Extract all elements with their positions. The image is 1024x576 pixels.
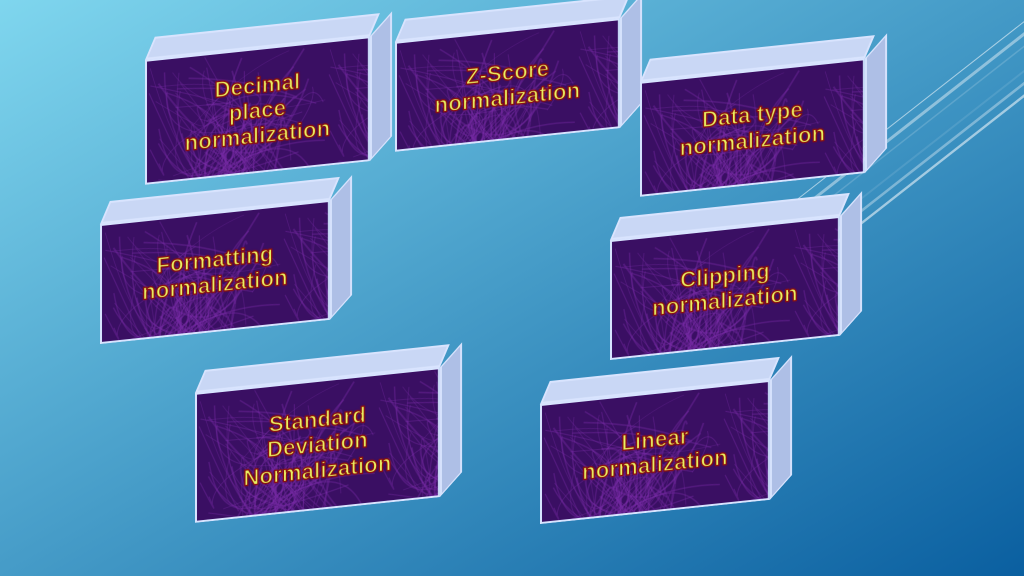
box-decimal-place-right-face bbox=[370, 11, 392, 161]
box-formatting-front-face: Formatting normalization bbox=[100, 200, 330, 344]
box-z-score-front-face: Z-Score normalization bbox=[395, 18, 620, 152]
box-data-type-right-face bbox=[865, 33, 887, 173]
box-linear: Linear normalization bbox=[540, 380, 770, 524]
box-formatting-right-face bbox=[330, 175, 352, 320]
box-formatting: Formatting normalization bbox=[100, 200, 330, 344]
box-z-score-right-face bbox=[620, 0, 642, 128]
box-decimal-place: Decimal place normalization bbox=[145, 36, 370, 185]
box-standard-deviation-right-face bbox=[440, 342, 462, 497]
box-clipping-label: Clipping normalization bbox=[652, 255, 798, 321]
box-standard-deviation-front-face: Standard Deviation Normalization bbox=[195, 367, 440, 523]
box-formatting-label: Formatting normalization bbox=[142, 239, 288, 305]
box-clipping: Clipping normalization bbox=[610, 216, 840, 360]
box-decimal-place-label: Decimal place normalization bbox=[185, 65, 331, 156]
box-clipping-front-face: Clipping normalization bbox=[610, 216, 840, 360]
box-data-type: Data type normalization bbox=[640, 58, 865, 197]
box-linear-label: Linear normalization bbox=[582, 419, 728, 485]
box-linear-front-face: Linear normalization bbox=[540, 380, 770, 524]
diagram-stage: Decimal place normalization Z-Score norma… bbox=[0, 0, 1024, 576]
box-clipping-right-face bbox=[840, 191, 862, 336]
box-data-type-label: Data type normalization bbox=[680, 95, 826, 161]
box-linear-right-face bbox=[770, 355, 792, 500]
box-z-score: Z-Score normalization bbox=[395, 18, 620, 152]
box-data-type-front-face: Data type normalization bbox=[640, 58, 865, 197]
box-decimal-place-front-face: Decimal place normalization bbox=[145, 36, 370, 185]
box-z-score-label: Z-Score normalization bbox=[435, 52, 581, 118]
box-standard-deviation-label: Standard Deviation Normalization bbox=[243, 399, 391, 490]
box-standard-deviation: Standard Deviation Normalization bbox=[195, 367, 440, 523]
